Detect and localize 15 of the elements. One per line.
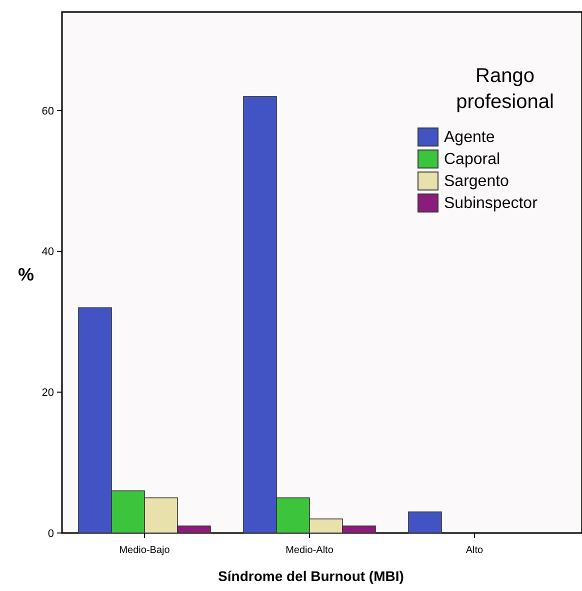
legend-title: Rango profesional <box>456 65 554 113</box>
y-tick-label: 0 <box>48 528 54 540</box>
y-tick-label: 40 <box>42 246 54 258</box>
legend-label: Sargento <box>444 173 510 190</box>
y-tick-label: 60 <box>42 105 54 118</box>
x-tick-label: Medio-Alto <box>286 545 334 556</box>
bar <box>408 511 442 534</box>
x-tick-label: Alto <box>466 545 484 556</box>
legend-label: Caporal <box>444 151 500 168</box>
legend-label: Subinspector <box>444 195 538 212</box>
x-tick-label: Medio-Bajo <box>119 545 170 556</box>
y-tick-label: 20 <box>42 387 54 400</box>
y-axis-title: % <box>18 264 34 284</box>
legend-label: Agente <box>444 129 495 146</box>
x-axis-title: Síndrome del Burnout (MBI) <box>218 568 404 584</box>
